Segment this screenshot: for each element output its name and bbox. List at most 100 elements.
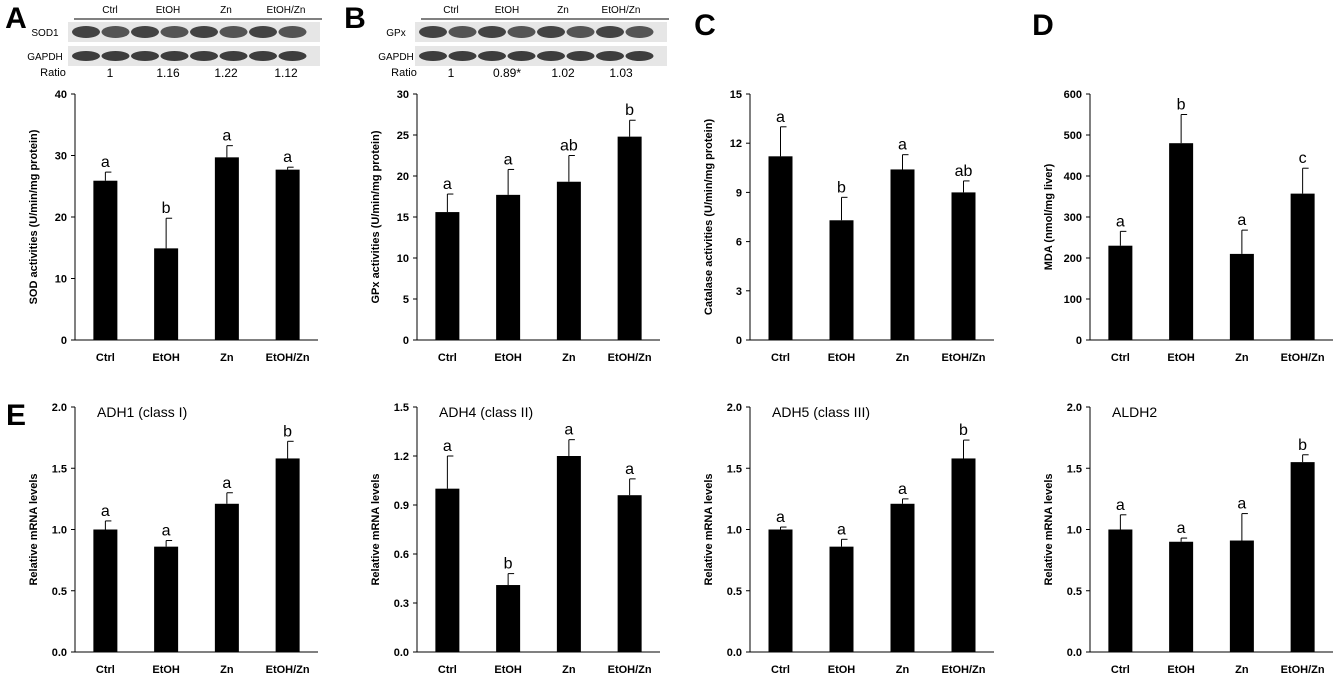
blot-lane-label: Ctrl [102,5,118,16]
chart-b-2: 0 5 10 15 20 25 30 GPx activities (U/min/mg pro… [370,89,660,364]
y-tick-label: 1.5 [1067,463,1082,475]
panel-letter-c: C [694,9,716,42]
bar [1290,193,1315,340]
significance-letter: b [1298,437,1307,454]
blot-band [478,26,506,38]
significance-letter: a [162,523,171,540]
blot-ratio-label: Ratio [40,67,66,79]
y-tick-label: 2.0 [727,402,742,414]
y-axis-label: MDA (nmol/mg liver) [1043,163,1055,270]
x-tick-label: EtOH/Zn [266,352,310,364]
y-tick-label: 30 [397,89,409,101]
significance-letter: a [443,438,452,455]
significance-letter: a [776,109,785,126]
blot-lane-label: Zn [557,5,569,16]
bar [890,169,915,340]
chart-e-6: 0.0 0.3 0.6 0.9 1.2 1.5 Relative mRNA levels AD… [370,402,660,676]
blot-band [278,51,307,61]
y-tick-label: 10 [55,274,67,286]
chart-d-4: 0 100 200 300 400 500 600 MDA (nmol/mg liver) a C… [1043,89,1333,364]
x-tick-label: EtOH [828,352,856,364]
blot-ratio-value: 0.89* [493,66,521,80]
bar [435,488,460,652]
chart-title: ADH4 (class II) [439,404,533,420]
significance-letter: b [625,102,634,119]
y-tick-label: 2.0 [1067,402,1082,414]
blot-band [448,26,477,38]
x-tick-label: EtOH [1167,352,1195,364]
y-tick-label: 40 [55,89,67,101]
y-tick-label: 6 [736,237,742,249]
significance-letter: b [959,422,968,439]
western-blot-a: Ctrl EtOH Zn EtOH/Zn SOD1 GAPDH Ratio 1 1.16 1.22… [27,5,322,80]
y-tick-label: 30 [55,151,67,163]
x-tick-label: Zn [562,352,576,364]
x-tick-label: EtOH [152,664,180,676]
blot-row-label: GAPDH [378,52,414,63]
x-tick-label: Ctrl [96,664,115,676]
y-tick-label: 0.5 [727,586,742,598]
significance-letter: a [1116,213,1125,230]
y-tick-label: 20 [397,171,409,183]
blot-band [160,26,189,38]
bar [214,503,239,652]
y-tick-label: 600 [1064,89,1082,101]
significance-letter: b [504,556,513,573]
significance-letter: ab [955,163,973,180]
significance-letter: b [1177,97,1186,114]
blot-row-label: GAPDH [27,52,63,63]
panel-letter-d: D [1032,9,1054,42]
blot-row-label: SOD1 [31,28,59,39]
bar [890,503,915,652]
x-tick-label: Ctrl [438,352,457,364]
y-tick-label: 25 [397,130,409,142]
y-tick-label: 5 [403,294,409,306]
significance-letter: a [898,481,907,498]
y-tick-label: 0.5 [52,586,67,598]
y-tick-label: 3 [736,286,742,298]
bar [435,212,460,340]
bar [556,181,581,340]
y-tick-label: 0.5 [1067,586,1082,598]
bar [556,456,581,652]
blot-band [625,51,654,61]
significance-letter: a [101,503,110,520]
y-tick-label: 0.0 [727,647,742,659]
y-tick-label: 0 [736,335,742,347]
significance-letter: a [1177,520,1186,537]
blot-band [219,51,248,61]
blot-band [507,51,536,61]
blot-ratio-label: Ratio [391,67,417,79]
y-tick-label: 1.0 [1067,525,1082,537]
x-tick-label: EtOH [828,664,856,676]
chart-a-1: 0 10 20 30 40 SOD activities (U/min/mg protei… [28,89,318,364]
y-tick-label: 0 [1076,335,1082,347]
y-tick-label: 100 [1064,294,1082,306]
blot-band [448,51,477,61]
y-tick-label: 12 [730,138,742,150]
blot-ratio-value: 1.22 [214,66,238,80]
x-tick-label: EtOH/Zn [1281,664,1325,676]
significance-letter: a [222,475,231,492]
blot-band [278,26,307,38]
blot-band [625,26,654,38]
significance-letter: a [504,151,513,168]
significance-letter: b [162,200,171,217]
significance-letter: a [283,149,292,166]
blot-band [190,26,218,38]
blot-band [131,26,159,38]
blot-band [249,51,277,61]
significance-letter: b [283,423,292,440]
y-tick-label: 2.0 [52,402,67,414]
y-tick-label: 0.3 [394,598,409,610]
y-tick-label: 1.0 [727,525,742,537]
x-tick-label: Zn [220,664,234,676]
blot-band [419,51,447,61]
blot-band [190,51,218,61]
blot-band [566,51,595,61]
y-tick-label: 15 [397,212,409,224]
western-blot-b: Ctrl EtOH Zn EtOH/Zn GPx GAPDH Ratio 1 0.89* 1.02… [378,5,669,80]
significance-letter: c [1299,150,1307,167]
bar [1169,541,1194,652]
